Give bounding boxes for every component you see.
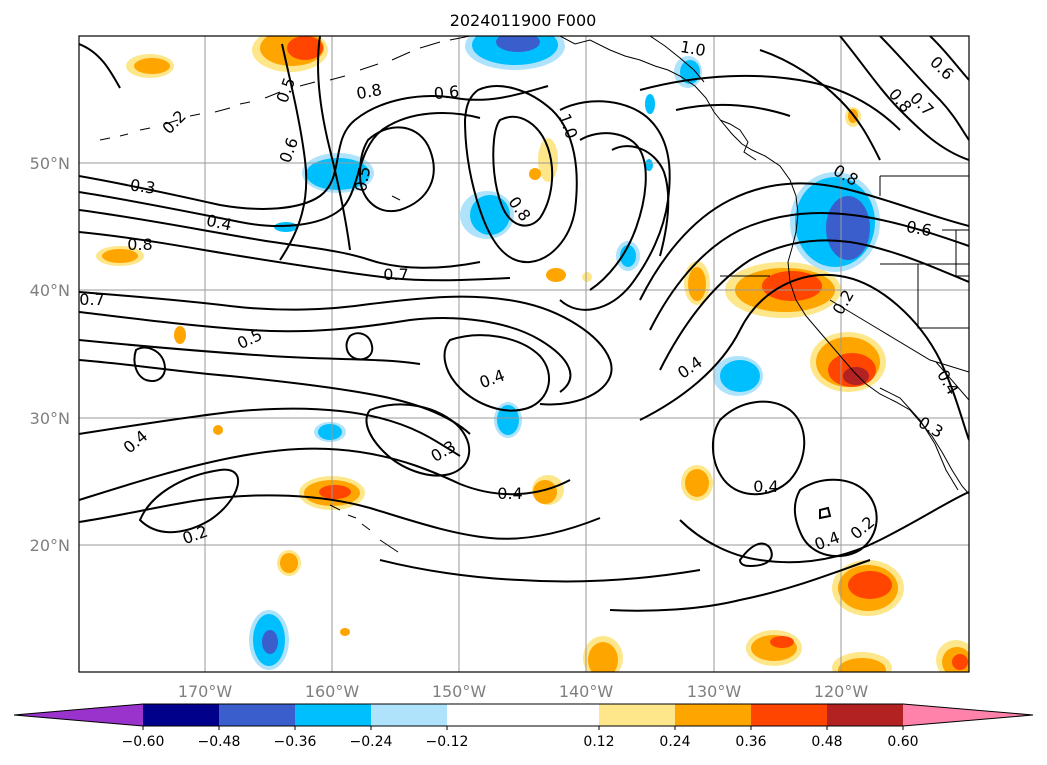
contour-label: 1.0 [679, 37, 707, 60]
lat-label: 20°N [30, 536, 70, 555]
warm-anomaly [134, 58, 170, 74]
colorbar-under-arrow [14, 704, 143, 726]
colorbar: −0.60 −0.48 −0.36 −0.24 −0.12 0.12 0.24 0.36 0.4… [13, 703, 1034, 750]
latitude-labels: 50°N 40°N 30°N 20°N [30, 154, 70, 555]
contour-label: 0.4 [205, 211, 234, 235]
cold-anomaly [720, 360, 760, 392]
colorbar-tick-label: 0.48 [811, 734, 842, 750]
cold-anomaly [645, 94, 655, 114]
longitude-labels: 170°W 160°W 150°W 140°W 130°W 120°W [178, 682, 869, 701]
cold-anomaly [318, 424, 342, 440]
warm-anomaly [287, 36, 323, 60]
warm-anomaly [770, 636, 794, 648]
cold-anomaly [497, 405, 519, 435]
colorbar-tick-label: −0.36 [274, 734, 317, 750]
warm-anomaly [529, 168, 541, 180]
lat-label: 30°N [30, 409, 70, 428]
map-frame [78, 35, 970, 673]
contour-label: 0.5 [351, 165, 374, 193]
graticule [79, 36, 969, 672]
colorbar-tick-label: −0.60 [122, 734, 165, 750]
colorbar-segment [751, 704, 827, 726]
map-panel: 1.0 0.6 0.7 0.8 0.5 0.2 0.8 0.6 1.0 0.6 … [78, 35, 970, 673]
warm-anomaly [838, 658, 886, 672]
colorbar-segments [143, 704, 903, 726]
colorbar-tick-label: 0.12 [583, 734, 614, 750]
cold-anomaly [645, 159, 653, 171]
colorbar-segment [295, 704, 371, 726]
warm-anomaly [533, 480, 557, 504]
colorbar-over-arrow [903, 704, 1033, 726]
colorbar-tick-label: −0.24 [350, 734, 393, 750]
colorbar-segment [447, 704, 599, 726]
warm-anomaly [843, 367, 869, 385]
colorbar-segment [371, 704, 447, 726]
warm-anomaly [213, 425, 223, 435]
warm-anomaly [280, 553, 298, 573]
warm-anomaly [762, 271, 822, 301]
lat-label: 50°N [30, 154, 70, 173]
warm-anomaly [340, 628, 350, 636]
colorbar-segment [219, 704, 295, 726]
map-title: 2024011900 F000 [450, 11, 597, 30]
lon-label: 140°W [559, 682, 614, 701]
warm-anomaly [174, 326, 186, 344]
warm-anomaly [582, 272, 592, 282]
lon-label: 160°W [305, 682, 360, 701]
colorbar-tick-label: −0.12 [426, 734, 469, 750]
warm-anomaly [685, 469, 709, 497]
cold-anomaly [680, 60, 700, 84]
colorbar-ticks: −0.60 −0.48 −0.36 −0.24 −0.12 0.12 0.24 0.36 0.4… [122, 726, 919, 750]
shaded-field [96, 36, 969, 672]
warm-anomaly [688, 267, 706, 301]
contour-lines [79, 36, 969, 612]
contour-label: 0.7 [79, 290, 104, 309]
colorbar-segment [675, 704, 751, 726]
colorbar-tick-label: 0.24 [659, 734, 690, 750]
cold-anomaly [496, 36, 540, 52]
cold-anomaly [470, 195, 510, 235]
cold-anomaly [826, 196, 870, 260]
coastlines [99, 36, 969, 553]
cold-anomaly [620, 245, 636, 267]
contour-label: 0.3 [129, 175, 157, 197]
cold-anomaly [274, 222, 298, 232]
contour-label: 0.8 [355, 80, 383, 103]
warm-anomaly [102, 249, 138, 263]
warm-anomaly [319, 485, 351, 499]
cold-anomaly [306, 158, 370, 190]
contour-label: 0.4 [497, 484, 522, 503]
contour-label: 0.7 [383, 265, 408, 284]
contour-label: 0.6 [433, 82, 460, 103]
contour-label: 0.4 [753, 477, 778, 496]
contour-label: 0.6 [905, 217, 933, 240]
warm-anomaly [848, 571, 892, 599]
lon-label: 150°W [432, 682, 487, 701]
colorbar-tick-label: 0.60 [887, 734, 918, 750]
map-content: 1.0 0.6 0.7 0.8 0.5 0.2 0.8 0.6 1.0 0.6 … [79, 36, 969, 672]
contour-label: 0.8 [127, 235, 152, 254]
colorbar-segment [143, 704, 219, 726]
colorbar-tick-label: 0.36 [735, 734, 766, 750]
warm-anomaly [952, 654, 968, 670]
cold-anomaly [262, 630, 278, 654]
lon-label: 170°W [178, 682, 233, 701]
lon-label: 130°W [687, 682, 742, 701]
colorbar-segment [827, 704, 903, 726]
warm-anomaly [546, 268, 566, 282]
warm-anomaly [538, 138, 558, 182]
warm-anomaly [588, 642, 618, 672]
lon-label: 120°W [814, 682, 869, 701]
lat-label: 40°N [30, 281, 70, 300]
colorbar-tick-label: −0.48 [198, 734, 241, 750]
colorbar-segment [599, 704, 675, 726]
